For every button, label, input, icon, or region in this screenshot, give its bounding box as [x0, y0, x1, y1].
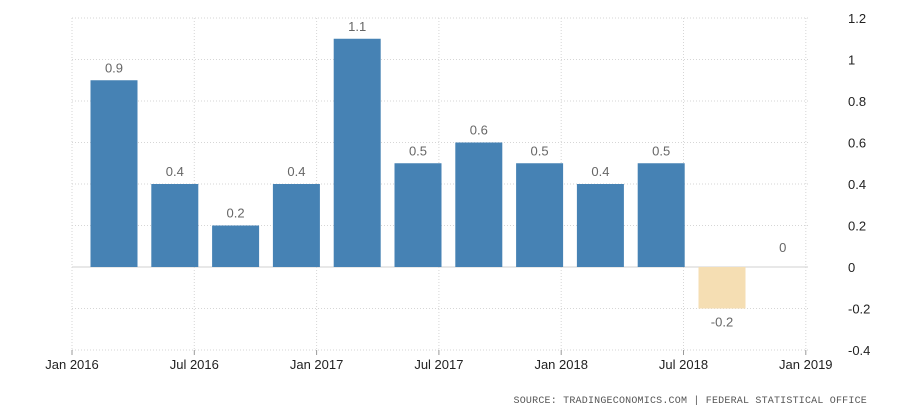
data-label: -0.2 — [711, 315, 733, 330]
x-tick-label: Jan 2019 — [779, 357, 833, 372]
x-tick-label: Jul 2016 — [170, 357, 219, 372]
data-label-layer: 0.9 0.4 0.2 0.4 1.1 0.5 0.6 0.5 0.4 0.5 -0.2 0 — [105, 19, 786, 330]
data-label: 0.6 — [470, 123, 488, 138]
bar-q4-2017[interactable] — [516, 163, 564, 267]
data-label: 0.5 — [531, 143, 549, 158]
y-tick-label: 0 — [848, 260, 855, 275]
y-tick-label: 0.2 — [848, 219, 866, 234]
x-tick-label: Jan 2016 — [45, 357, 99, 372]
data-label: 0 — [779, 240, 786, 255]
bar-q1-2016[interactable] — [90, 80, 138, 267]
x-tick-label: Jan 2017 — [290, 357, 344, 372]
bar-q2-2018[interactable] — [637, 163, 685, 267]
data-label: 0.5 — [409, 143, 427, 158]
source-attribution: SOURCE: TRADINGECONOMICS.COM | FEDERAL S… — [513, 396, 867, 407]
x-axis: Jan 2016 Jul 2016 Jan 2017 Jul 2017 Jan 2018… — [45, 350, 833, 372]
data-label: 0.9 — [105, 60, 123, 75]
bar-layer — [90, 38, 746, 309]
bar-q4-2016[interactable] — [272, 184, 320, 267]
x-tick-label: Jan 2018 — [534, 357, 588, 372]
bar-q1-2017[interactable] — [333, 38, 381, 267]
x-tick-label: Jul 2017 — [414, 357, 463, 372]
data-label: 0.4 — [166, 164, 184, 179]
y-tick-label: 1 — [848, 53, 855, 68]
data-label: 0.4 — [287, 164, 305, 179]
bar-q3-2017[interactable] — [455, 142, 503, 268]
data-label: 1.1 — [348, 19, 366, 34]
bar-q3-2018[interactable] — [698, 267, 746, 309]
bar-q1-2018[interactable] — [576, 184, 624, 267]
bar-q3-2016[interactable] — [212, 225, 260, 268]
y-tick-label: 0.4 — [848, 177, 866, 192]
bar-q2-2017[interactable] — [394, 163, 442, 267]
data-label: 0.4 — [591, 164, 609, 179]
y-tick-label: -0.2 — [848, 302, 870, 317]
y-tick-label: 0.6 — [848, 136, 866, 151]
data-label: 0.5 — [652, 143, 670, 158]
y-tick-label: 1.2 — [848, 11, 866, 26]
x-tick-label: Jul 2018 — [659, 357, 708, 372]
y-axis: 1.2 1 0.8 0.6 0.4 0.2 0 -0.2 -0.4 — [848, 11, 870, 358]
y-tick-label: 0.8 — [848, 94, 866, 109]
bar-q2-2016[interactable] — [151, 184, 199, 267]
y-tick-label: -0.4 — [848, 343, 870, 358]
data-label: 0.2 — [227, 206, 245, 221]
